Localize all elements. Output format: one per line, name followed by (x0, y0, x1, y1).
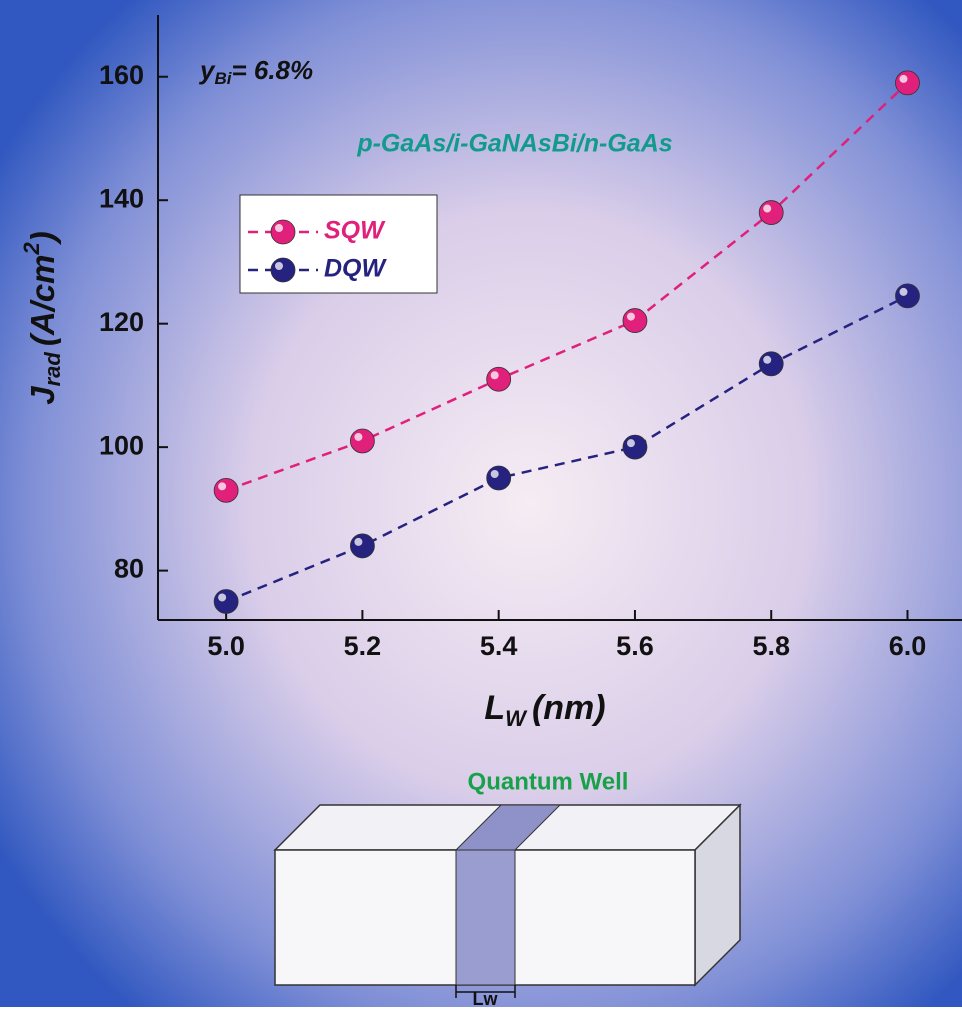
marker (759, 201, 783, 225)
marker-highlight (218, 593, 226, 601)
marker-highlight (218, 482, 226, 490)
marker (623, 309, 647, 333)
y-tick-label: 160 (99, 60, 144, 90)
well-front (456, 850, 515, 985)
marker-highlight (627, 439, 635, 447)
marker-highlight (899, 75, 907, 83)
marker-highlight (275, 262, 283, 270)
marker (214, 478, 238, 502)
y-tick-label: 140 (99, 183, 144, 213)
annotation: p-GaAs/i-GaNAsBi/n-GaAs (356, 130, 672, 158)
legend-label: DQW (324, 255, 388, 283)
quantum-well-diagram (275, 805, 740, 998)
x-tick-label: 5.0 (207, 631, 245, 661)
marker (350, 534, 374, 558)
x-tick-label: 5.2 (344, 631, 382, 661)
marker (350, 429, 374, 453)
marker-highlight (899, 288, 907, 296)
x-axis-label: LW(nm) (484, 689, 605, 731)
chart: yBi= 6.8% p-GaAs/i-GaNAsBi/n-GaAs Jrad(A… (0, 0, 962, 1007)
marker-highlight (763, 205, 771, 213)
legend-label: SQW (324, 217, 386, 245)
marker (487, 367, 511, 391)
marker (214, 589, 238, 613)
marker-highlight (491, 371, 499, 379)
y-tick-label: 100 (99, 430, 144, 460)
marker (271, 220, 295, 244)
marker (271, 258, 295, 282)
marker-highlight (275, 224, 283, 232)
marker (623, 435, 647, 459)
x-tick-label: 6.0 (889, 631, 927, 661)
marker (895, 71, 919, 95)
marker-highlight (354, 538, 362, 546)
marker-highlight (763, 356, 771, 364)
x-tick-label: 5.4 (480, 631, 518, 661)
x-tick-label: 5.6 (616, 631, 654, 661)
marker-highlight (627, 313, 635, 321)
marker (759, 352, 783, 376)
marker (895, 284, 919, 308)
diagram-title: Quantum Well (468, 768, 629, 795)
y-tick-label: 120 (99, 307, 144, 337)
marker-highlight (491, 470, 499, 478)
dimension-label: Lw (473, 989, 499, 1007)
x-tick-label: 5.8 (752, 631, 790, 661)
marker-highlight (354, 433, 362, 441)
marker (487, 466, 511, 490)
y-tick-label: 80 (114, 554, 144, 584)
